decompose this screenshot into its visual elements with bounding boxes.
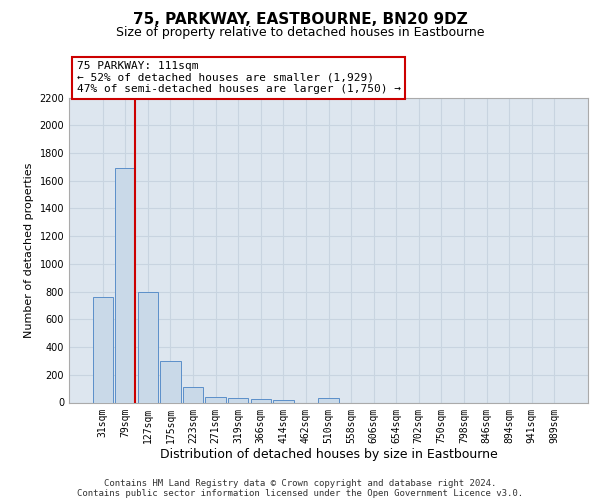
Text: Contains public sector information licensed under the Open Government Licence v3: Contains public sector information licen… (77, 488, 523, 498)
Text: 75 PARKWAY: 111sqm
← 52% of detached houses are smaller (1,929)
47% of semi-deta: 75 PARKWAY: 111sqm ← 52% of detached hou… (77, 62, 401, 94)
Bar (160, 361, 181, 403)
Text: Size of property relative to detached houses in Eastbourne: Size of property relative to detached ho… (116, 26, 484, 39)
X-axis label: Distribution of detached houses by size in Eastbourne: Distribution of detached houses by size … (160, 448, 497, 461)
Bar (251, 400, 271, 402)
Bar (228, 398, 248, 402)
Bar (319, 398, 338, 402)
Bar (205, 396, 226, 402)
Bar (273, 400, 293, 402)
Y-axis label: Number of detached properties: Number of detached properties (24, 162, 34, 338)
Bar (138, 292, 158, 403)
Bar (92, 297, 113, 403)
Text: Contains HM Land Registry data © Crown copyright and database right 2024.: Contains HM Land Registry data © Crown c… (104, 478, 496, 488)
Bar (183, 386, 203, 402)
Text: 75, PARKWAY, EASTBOURNE, BN20 9DZ: 75, PARKWAY, EASTBOURNE, BN20 9DZ (133, 12, 467, 28)
Bar (115, 168, 136, 402)
